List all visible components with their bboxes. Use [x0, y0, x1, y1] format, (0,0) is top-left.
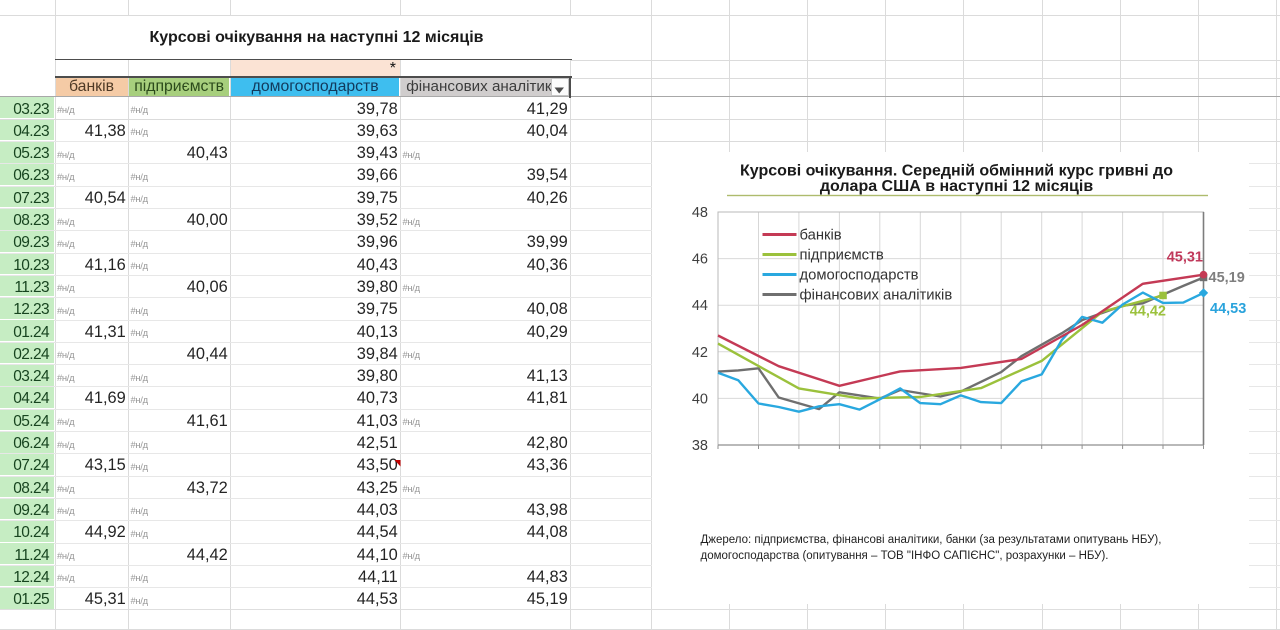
- svg-text:45,31: 45,31: [1167, 250, 1203, 266]
- svg-text:46: 46: [692, 252, 708, 268]
- svg-text:44,42: 44,42: [1130, 304, 1166, 320]
- svg-text:40: 40: [692, 391, 708, 407]
- svg-text:38: 38: [692, 438, 708, 454]
- svg-text:45,19: 45,19: [1209, 270, 1245, 286]
- svg-text:Курсові очікування. Середній о: Курсові очікування. Середній обмінний ку…: [740, 162, 1173, 179]
- svg-text:банків: банків: [800, 228, 842, 244]
- svg-text:42: 42: [692, 345, 708, 361]
- svg-text:підприємств: підприємств: [800, 248, 884, 264]
- svg-text:44,53: 44,53: [1210, 301, 1246, 317]
- svg-text:48: 48: [692, 205, 708, 221]
- svg-text:домогосподарств: домогосподарств: [800, 268, 919, 284]
- svg-text:44: 44: [692, 298, 708, 314]
- svg-text:фінансових аналітиків: фінансових аналітиків: [800, 288, 953, 304]
- svg-text:долара США в наступні 12 місяц: долара США в наступні 12 місяців: [820, 178, 1093, 195]
